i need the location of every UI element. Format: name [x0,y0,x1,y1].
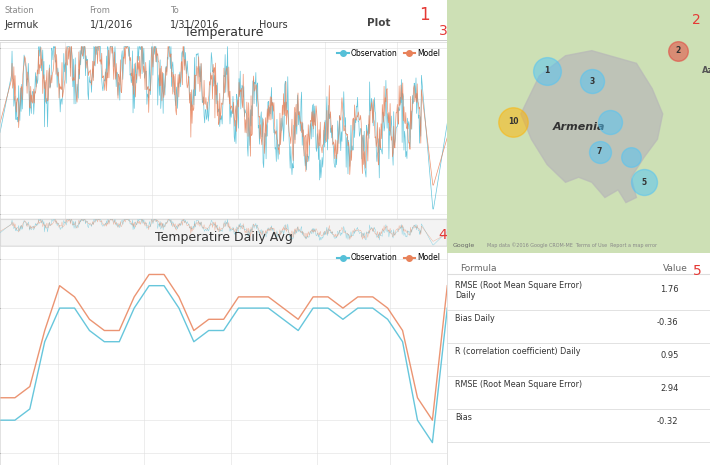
Text: Hours: Hours [259,20,288,30]
Text: RMSE (Root Mean Square Error): RMSE (Root Mean Square Error) [455,280,582,290]
Text: Station: Station [4,7,34,15]
Text: 1: 1 [545,66,550,75]
Text: 1/31/2016: 1/31/2016 [170,20,219,30]
Text: 1.76: 1.76 [660,285,679,294]
Text: 10: 10 [508,117,518,126]
Text: Bias Daily: Bias Daily [455,314,495,323]
Point [639,179,650,186]
Point [673,47,684,54]
FancyBboxPatch shape [368,0,710,329]
Point [507,118,518,125]
Point [626,153,637,161]
FancyBboxPatch shape [0,219,447,246]
Text: RMSE (Root Mean Square Error): RMSE (Root Mean Square Error) [455,380,582,389]
Text: Value: Value [662,264,687,273]
Text: Bias: Bias [455,413,472,422]
Text: Armenia: Armenia [552,122,605,132]
Text: 5: 5 [642,178,647,187]
Text: 1/1/2016: 1/1/2016 [89,20,133,30]
X-axis label: Time: Time [214,233,234,243]
Legend: Observation, Model: Observation, Model [334,250,444,266]
Text: Formula: Formula [461,264,497,273]
Text: Az: Az [702,66,710,75]
Text: 3: 3 [589,77,594,86]
Text: 2: 2 [692,13,701,27]
Text: R (correlation coefficient) Daily: R (correlation coefficient) Daily [455,347,581,356]
Text: -0.36: -0.36 [657,318,679,327]
Point [542,67,553,74]
Text: 2.94: 2.94 [660,384,679,393]
Text: -0.32: -0.32 [657,418,679,426]
Text: To: To [170,7,179,15]
Title: Temperature: Temperature [184,27,263,40]
Text: 5: 5 [692,264,701,278]
Point [586,77,598,85]
Text: 3: 3 [439,24,447,38]
Point [604,118,616,125]
Text: 2: 2 [676,46,681,55]
Text: 1: 1 [420,7,430,24]
Text: Jermuk: Jermuk [4,20,38,30]
Text: 0.95: 0.95 [660,351,679,360]
Legend: Observation, Model: Observation, Model [334,46,444,61]
Text: Plot: Plot [367,18,390,28]
Text: Map data ©2016 Google CROM-ME  Terms of Use  Report a map error: Map data ©2016 Google CROM-ME Terms of U… [487,243,657,248]
Polygon shape [521,51,662,203]
Text: Daily: Daily [455,291,476,300]
Point [594,148,606,156]
Text: 4: 4 [439,228,447,242]
Title: Temperatire Daily Avg: Temperatire Daily Avg [155,231,293,244]
Text: From: From [89,7,110,15]
Text: Google: Google [452,243,475,248]
Text: 7: 7 [597,147,602,156]
